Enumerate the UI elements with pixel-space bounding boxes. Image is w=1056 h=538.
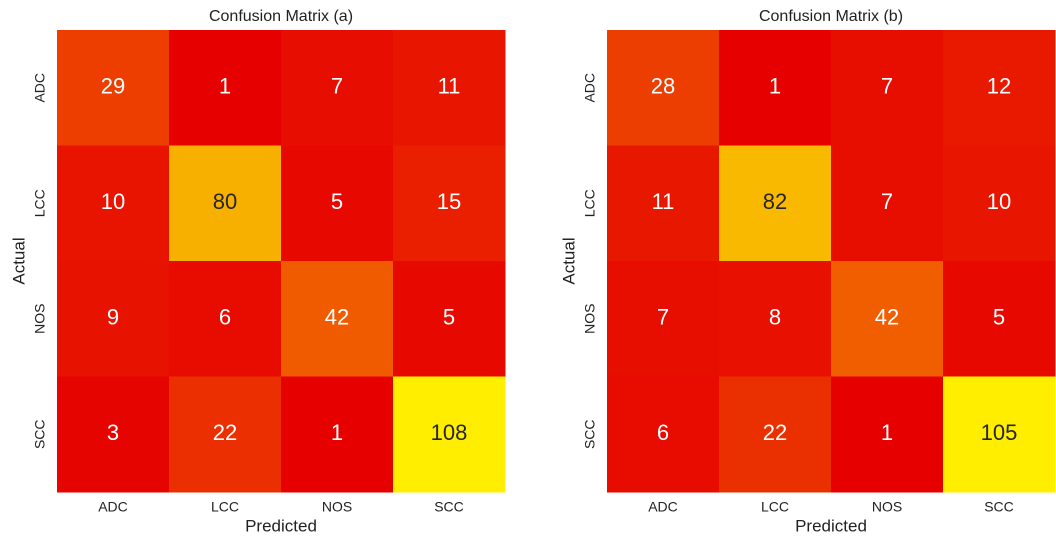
x-tick-label: SCC <box>984 499 1014 515</box>
heatmap-cell <box>281 145 394 262</box>
cell-label: 80 <box>213 189 237 214</box>
heatmap-cell <box>393 30 506 146</box>
y-tick-label: LCC <box>582 189 598 217</box>
cell-label: 15 <box>437 189 461 214</box>
heatmap-cell <box>831 30 944 146</box>
heatmap-cell <box>719 30 832 146</box>
cell-label: 12 <box>987 74 1011 99</box>
cell-label: 1 <box>881 420 893 445</box>
heatmap-cell <box>281 261 394 377</box>
heatmap-cell <box>169 261 282 377</box>
heatmap-cell <box>607 30 720 146</box>
heatmap-cell <box>281 30 394 146</box>
y-tick-label: NOS <box>32 304 48 334</box>
heatmap-cell <box>393 145 506 262</box>
cell-label: 6 <box>219 305 231 330</box>
cell-label: 22 <box>213 420 237 445</box>
cell-label: 28 <box>651 74 675 99</box>
cell-label: 1 <box>331 420 343 445</box>
x-tick-label: ADC <box>98 499 128 515</box>
y-axis-label: Actual <box>9 237 28 284</box>
x-tick-label: NOS <box>322 499 352 515</box>
chart-title: Confusion Matrix (a) <box>209 8 353 25</box>
cell-label: 29 <box>101 74 125 99</box>
heatmap-cell <box>169 376 282 493</box>
heatmap-cell <box>831 376 944 493</box>
cell-label: 10 <box>101 189 125 214</box>
heatmap-cell <box>943 376 1056 493</box>
x-axis-label: Predicted <box>795 516 867 535</box>
cell-label: 22 <box>763 420 787 445</box>
cell-label: 7 <box>881 189 893 214</box>
heatmap-cell <box>57 261 170 377</box>
cell-label: 5 <box>331 189 343 214</box>
cell-label: 1 <box>769 74 781 99</box>
y-tick-label: ADC <box>32 73 48 103</box>
cell-label: 1 <box>219 74 231 99</box>
cell-label: 11 <box>652 189 675 214</box>
cell-label: 42 <box>325 305 349 330</box>
heatmap-cell <box>393 376 506 493</box>
cell-label: 108 <box>431 420 468 445</box>
y-tick-label: SCC <box>32 419 48 449</box>
heatmap-cell <box>943 145 1056 262</box>
heatmap-cell <box>169 145 282 262</box>
cell-label: 9 <box>107 305 119 330</box>
heatmap-cell <box>719 261 832 377</box>
heatmap-cell <box>831 145 944 262</box>
heatmap-cell <box>169 30 282 146</box>
heatmap-cell <box>57 30 170 146</box>
heatmap-cell <box>943 261 1056 377</box>
x-tick-label: LCC <box>211 499 239 515</box>
heatmap-cell <box>719 145 832 262</box>
x-axis-label: Predicted <box>245 516 317 535</box>
heatmap-cell <box>607 376 720 493</box>
y-tick-label: LCC <box>32 189 48 217</box>
cell-label: 5 <box>443 305 455 330</box>
cell-label: 8 <box>769 305 781 330</box>
cell-label: 5 <box>993 305 1005 330</box>
cell-label: 42 <box>875 305 899 330</box>
cell-label: 7 <box>881 74 893 99</box>
cell-label: 10 <box>987 189 1011 214</box>
heatmap-cell <box>719 376 832 493</box>
cell-label: 3 <box>107 420 119 445</box>
x-tick-label: ADC <box>648 499 678 515</box>
x-tick-label: NOS <box>872 499 902 515</box>
chart-title: Confusion Matrix (b) <box>759 8 903 25</box>
heatmap-cell <box>281 376 394 493</box>
cell-label: 6 <box>657 420 669 445</box>
y-axis-label: Actual <box>559 237 578 284</box>
heatmap-cell <box>831 261 944 377</box>
y-tick-label: ADC <box>582 73 598 103</box>
heatmap-cell <box>607 145 720 262</box>
cell-label: 7 <box>657 305 669 330</box>
heatmap-cell <box>57 376 170 493</box>
heatmap-cell <box>607 261 720 377</box>
cell-label: 105 <box>981 420 1018 445</box>
x-tick-label: SCC <box>434 499 464 515</box>
y-tick-label: SCC <box>582 419 598 449</box>
heatmap-cell <box>393 261 506 377</box>
heatmap-cell <box>943 30 1056 146</box>
y-tick-label: NOS <box>582 304 598 334</box>
cell-label: 82 <box>763 189 787 214</box>
cell-label: 7 <box>331 74 343 99</box>
cell-label: 11 <box>438 74 461 99</box>
x-tick-label: LCC <box>761 499 789 515</box>
heatmap-cell <box>57 145 170 262</box>
